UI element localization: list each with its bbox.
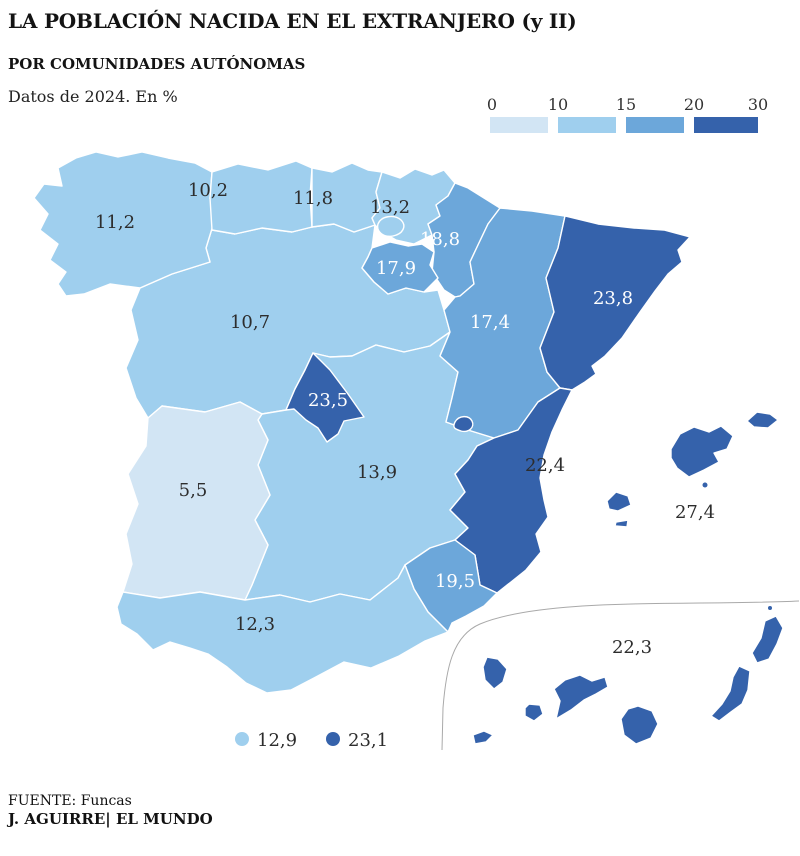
- regions: [33, 151, 784, 745]
- color-scale-legend: 0 10 15 20 30: [487, 95, 768, 133]
- region-ademuz-exclave: [453, 415, 474, 433]
- region-galicia: [33, 151, 215, 297]
- label-murcia: 19,5: [435, 571, 475, 592]
- region-labels: 11,2 10,2 11,8 13,2 18,8 17,9 17,4 23,8 …: [95, 180, 715, 658]
- subtitle: POR COMUNIDADES AUTÓNOMAS: [8, 55, 306, 73]
- label-castilla-y-leon: 10,7: [230, 312, 270, 333]
- island-ibiza: [606, 491, 632, 512]
- label-aragon: 17,4: [470, 312, 510, 333]
- region-extremadura: [122, 401, 271, 601]
- island-lanzarote: [751, 615, 784, 664]
- island-el-hierro: [472, 730, 494, 745]
- header: LA POBLACIÓN NACIDA EN EL EXTRANJERO (y …: [8, 9, 792, 107]
- label-valencia: 22,4: [525, 455, 565, 476]
- legend-swatch-20-30: [694, 117, 758, 133]
- island-mallorca: [670, 425, 734, 478]
- label-madrid: 23,5: [308, 390, 348, 411]
- island-la-graciosa: [768, 606, 772, 610]
- label-extremadura: 5,5: [179, 480, 208, 501]
- legend-tick: 15: [616, 95, 636, 114]
- legend-tick: 20: [684, 95, 704, 114]
- page-title: LA POBLACIÓN NACIDA EN EL EXTRANJERO (y …: [8, 9, 577, 33]
- legend-tick: 10: [548, 95, 568, 114]
- region-andalucia: [116, 564, 449, 694]
- label-canarias: 22,3: [612, 637, 652, 658]
- label-andalucia: 12,3: [235, 614, 275, 635]
- label-cantabria: 11,8: [293, 188, 333, 209]
- label-la-rioja: 17,9: [376, 258, 416, 279]
- legend-tick: 30: [748, 95, 768, 114]
- island-la-gomera: [524, 703, 544, 722]
- island-gran-canaria: [620, 705, 659, 745]
- island-la-palma: [482, 656, 508, 690]
- source-text: FUENTE: Funcas: [8, 793, 132, 809]
- label-navarra: 18,8: [420, 229, 460, 250]
- region-cataluna: [539, 215, 691, 391]
- ceuta-dot: [235, 732, 249, 746]
- legend-tick: 0: [487, 95, 497, 114]
- island-formentera: [614, 519, 629, 528]
- label-pais-vasco: 13,2: [370, 197, 410, 218]
- label-melilla: 23,1: [348, 730, 388, 751]
- region-la-rioja: [361, 241, 439, 295]
- label-ceuta: 12,9: [257, 730, 297, 751]
- region-madrid: [285, 352, 365, 443]
- canary-inset-border: [441, 600, 800, 751]
- label-baleares: 27,4: [675, 502, 715, 523]
- label-castilla-la-mancha: 13,9: [357, 462, 397, 483]
- region-trevino-enclave: [376, 215, 405, 238]
- label-galicia: 11,2: [95, 212, 135, 233]
- island-cabrera: [702, 482, 708, 488]
- island-menorca: [746, 411, 779, 429]
- island-fuerteventura: [710, 665, 751, 722]
- melilla-dot: [326, 732, 340, 746]
- label-asturias: 10,2: [188, 180, 228, 201]
- legend-swatch-15-20: [626, 117, 684, 133]
- footer: FUENTE: Funcas J. AGUIRRE| EL MUNDO: [8, 793, 213, 828]
- legend-swatch-10-15: [558, 117, 616, 133]
- island-tenerife: [553, 674, 609, 720]
- ceuta-melilla-legend: 12,9 23,1: [235, 730, 388, 751]
- data-note: Datos de 2024. En %: [8, 87, 178, 106]
- legend-swatch-0-10: [490, 117, 548, 133]
- credit-text: J. AGUIRRE| EL MUNDO: [8, 810, 213, 828]
- label-cataluna: 23,8: [593, 288, 633, 309]
